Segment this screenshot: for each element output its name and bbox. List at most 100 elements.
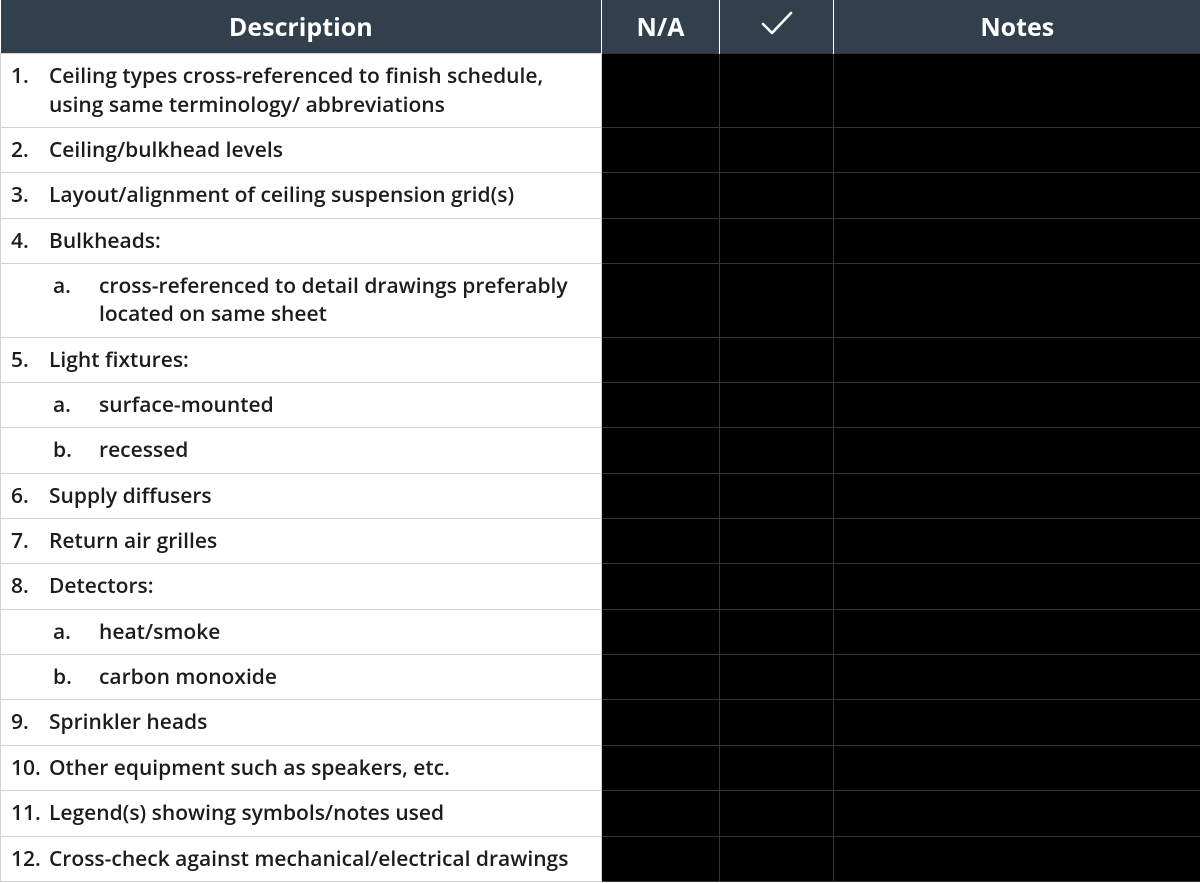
check-cell [720,54,834,128]
check-cell [720,173,834,218]
check-cell [720,519,834,564]
row-text: Layout/alignment of ceiling suspension g… [49,181,591,209]
check-cell [720,745,834,790]
description-cell: a.cross-referenced to detail drawings pr… [1,264,602,338]
row-text: Light fixtures: [49,346,591,374]
table-row: 5.Light fixtures: [1,337,1200,382]
na-cell [602,54,720,128]
notes-cell [834,128,1200,173]
notes-cell [834,745,1200,790]
row-number: 2. [11,136,49,164]
row-text: Detectors: [49,572,591,600]
description-cell: 11.Legend(s) showing symbols/notes used [1,791,602,836]
col-header-notes: Notes [834,0,1200,54]
table-row: a.heat/smoke [1,609,1200,654]
row-text: Other equipment such as speakers, etc. [49,754,591,782]
row-number: 12. [11,845,49,873]
na-cell [602,473,720,518]
row-number: 11. [11,799,49,827]
col-header-description: Description [1,0,602,54]
row-text: recessed [99,436,591,464]
notes-cell [834,337,1200,382]
row-number: a. [11,618,99,646]
na-cell [602,609,720,654]
na-cell [602,700,720,745]
na-cell [602,655,720,700]
na-cell [602,836,720,881]
row-text: Return air grilles [49,527,591,555]
row-text: Sprinkler heads [49,708,591,736]
description-cell: b.recessed [1,428,602,473]
row-number: 8. [11,572,49,600]
row-number: a. [11,391,99,419]
na-cell [602,264,720,338]
check-cell [720,791,834,836]
notes-cell [834,218,1200,263]
table-header-row: Description N/A Notes [1,0,1200,54]
row-text: Bulkheads: [49,227,591,255]
description-cell: b.carbon monoxide [1,655,602,700]
na-cell [602,383,720,428]
checklist-table: Description N/A Notes 1.Ceiling types cr… [0,0,1200,882]
na-cell [602,428,720,473]
notes-cell [834,655,1200,700]
description-cell: 10.Other equipment such as speakers, etc… [1,745,602,790]
row-text: Ceiling types cross-referenced to finish… [49,62,591,119]
notes-cell [834,609,1200,654]
check-cell [720,655,834,700]
na-cell [602,519,720,564]
row-number: b. [11,663,99,691]
col-header-check [720,0,834,54]
row-number: 1. [11,62,49,119]
description-cell: 6.Supply diffusers [1,473,602,518]
table-row: 3.Layout/alignment of ceiling suspension… [1,173,1200,218]
row-text: heat/smoke [99,618,591,646]
table-row: a.cross-referenced to detail drawings pr… [1,264,1200,338]
notes-cell [834,519,1200,564]
na-cell [602,564,720,609]
row-text: Cross-check against mechanical/electrica… [49,845,591,873]
na-cell [602,128,720,173]
table-row: 9.Sprinkler heads [1,700,1200,745]
row-text: cross-referenced to detail drawings pref… [99,272,591,329]
notes-cell [834,428,1200,473]
description-cell: 7.Return air grilles [1,519,602,564]
description-cell: 1.Ceiling types cross-referenced to fini… [1,54,602,128]
row-number: b. [11,436,99,464]
description-cell: 4.Bulkheads: [1,218,602,263]
row-text: carbon monoxide [99,663,591,691]
table-row: 1.Ceiling types cross-referenced to fini… [1,54,1200,128]
table-row: 4.Bulkheads: [1,218,1200,263]
check-cell [720,218,834,263]
check-cell [720,383,834,428]
description-cell: 12.Cross-check against mechanical/electr… [1,836,602,881]
table-row: a.surface-mounted [1,383,1200,428]
description-cell: 2.Ceiling/bulkhead levels [1,128,602,173]
description-cell: 9.Sprinkler heads [1,700,602,745]
check-cell [720,428,834,473]
col-header-na: N/A [602,0,720,54]
notes-cell [834,700,1200,745]
row-text: Supply diffusers [49,482,591,510]
na-cell [602,173,720,218]
row-text: surface-mounted [99,391,591,419]
table-row: b.carbon monoxide [1,655,1200,700]
na-cell [602,791,720,836]
check-cell [720,564,834,609]
checkmark-icon [760,9,794,45]
table-row: b.recessed [1,428,1200,473]
table-body: 1.Ceiling types cross-referenced to fini… [1,54,1200,882]
table-row: 12.Cross-check against mechanical/electr… [1,836,1200,881]
check-cell [720,264,834,338]
na-cell [602,745,720,790]
check-cell [720,473,834,518]
notes-cell [834,54,1200,128]
description-cell: 8.Detectors: [1,564,602,609]
check-cell [720,700,834,745]
notes-cell [834,791,1200,836]
description-cell: a.surface-mounted [1,383,602,428]
table-row: 8.Detectors: [1,564,1200,609]
check-cell [720,609,834,654]
row-text: Legend(s) showing symbols/notes used [49,799,591,827]
notes-cell [834,473,1200,518]
